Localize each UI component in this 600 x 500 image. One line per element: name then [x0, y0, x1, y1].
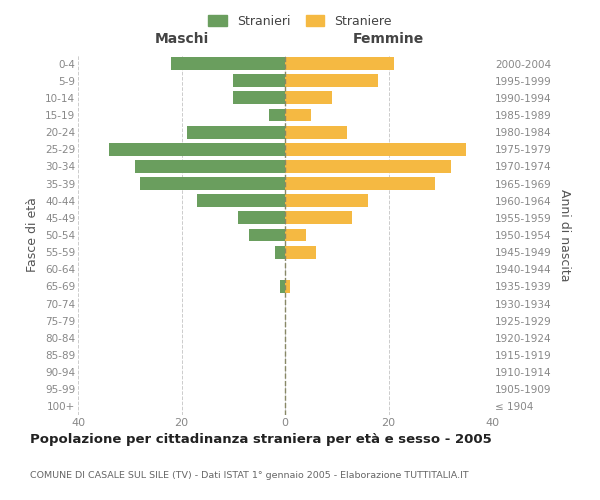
Bar — [285, 57, 394, 70]
Bar — [275, 246, 285, 258]
Bar — [285, 108, 311, 122]
Text: Femmine: Femmine — [353, 32, 424, 46]
Bar — [285, 177, 435, 190]
Bar — [249, 228, 285, 241]
Bar — [285, 280, 290, 293]
Bar — [285, 194, 368, 207]
Bar — [140, 177, 285, 190]
Bar — [285, 92, 332, 104]
Bar — [269, 108, 285, 122]
Bar — [285, 126, 347, 138]
Bar — [285, 246, 316, 258]
Bar — [280, 280, 285, 293]
Y-axis label: Anni di nascita: Anni di nascita — [559, 188, 571, 281]
Bar — [197, 194, 285, 207]
Bar — [233, 92, 285, 104]
Bar — [135, 160, 285, 173]
Bar — [285, 212, 352, 224]
Text: Popolazione per cittadinanza straniera per età e sesso - 2005: Popolazione per cittadinanza straniera p… — [30, 432, 492, 446]
Bar — [285, 74, 378, 87]
Bar — [171, 57, 285, 70]
Bar — [285, 143, 466, 156]
Legend: Stranieri, Straniere: Stranieri, Straniere — [205, 11, 395, 32]
Text: Maschi: Maschi — [154, 32, 209, 46]
Bar — [187, 126, 285, 138]
Bar — [285, 160, 451, 173]
Bar — [233, 74, 285, 87]
Bar — [285, 228, 306, 241]
Text: COMUNE DI CASALE SUL SILE (TV) - Dati ISTAT 1° gennaio 2005 - Elaborazione TUTTI: COMUNE DI CASALE SUL SILE (TV) - Dati IS… — [30, 470, 469, 480]
Bar — [109, 143, 285, 156]
Bar — [238, 212, 285, 224]
Y-axis label: Fasce di età: Fasce di età — [26, 198, 40, 272]
